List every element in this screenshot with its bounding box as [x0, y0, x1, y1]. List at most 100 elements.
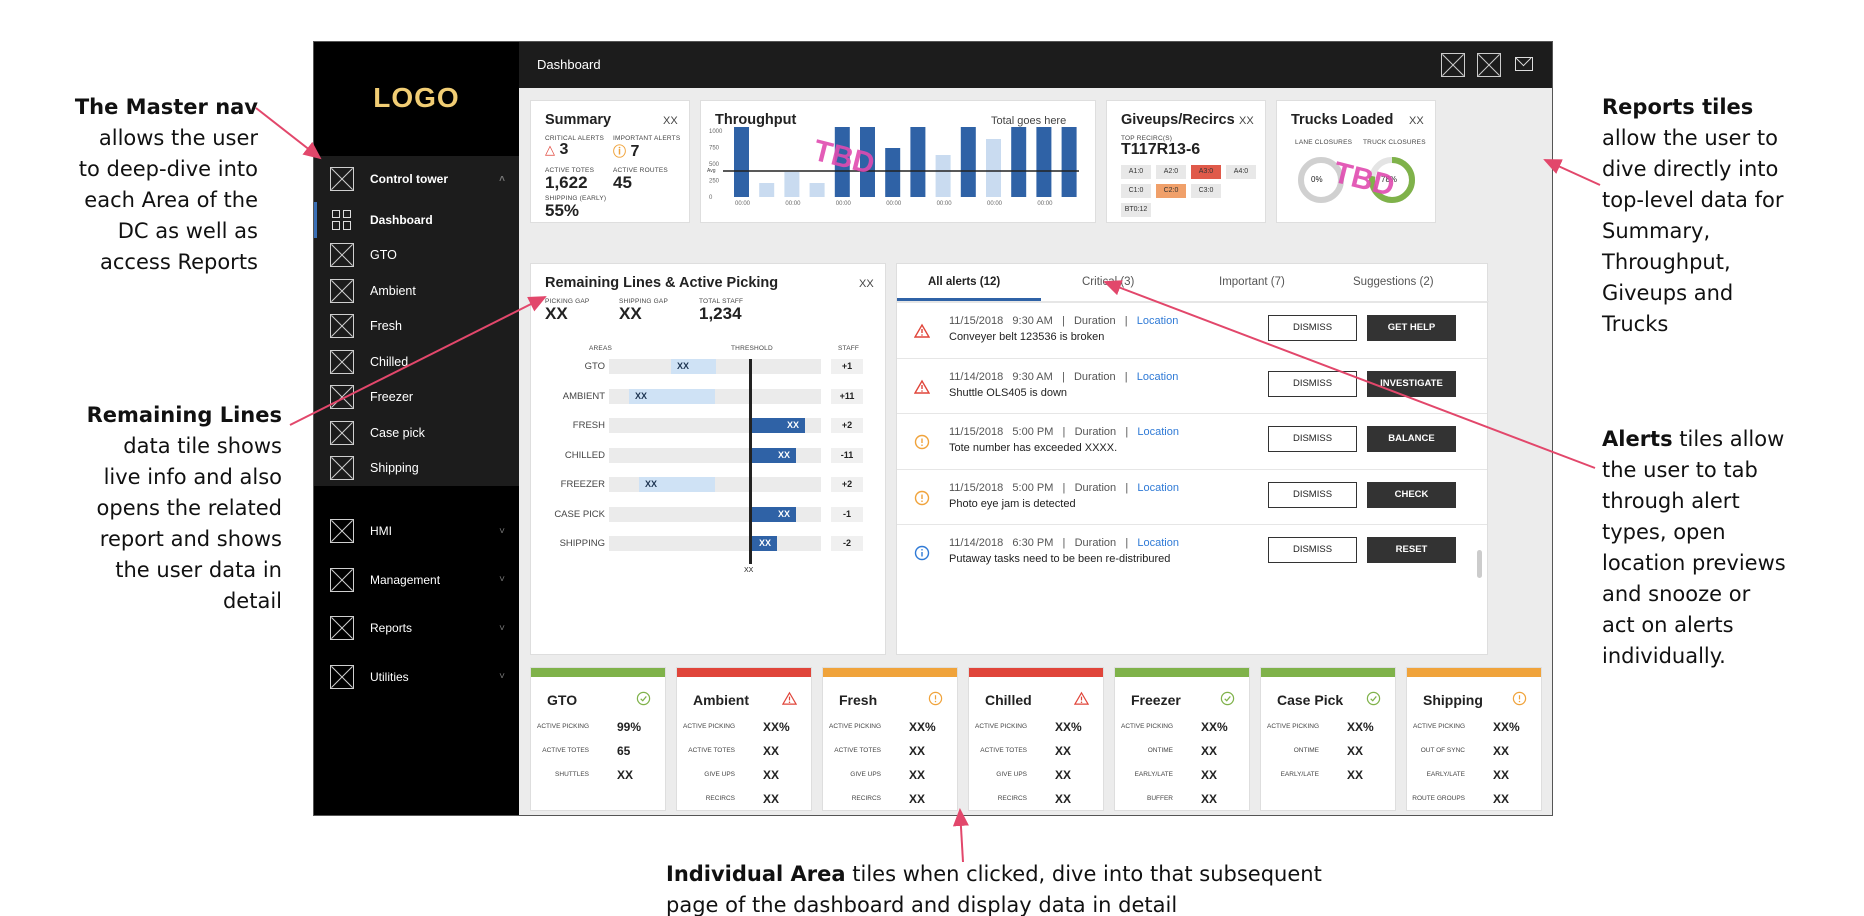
important-alerts-value: ⓘ 7 — [613, 141, 639, 161]
throughput-bar — [1011, 127, 1027, 197]
nav-item-ambient[interactable]: Ambient — [314, 273, 519, 309]
tab-important[interactable]: Important (7) — [1219, 276, 1285, 288]
lane-closures-gauge — [1298, 157, 1344, 203]
metric-label: ACTIVE PICKING — [1412, 723, 1465, 730]
giveups-recircs-tile[interactable]: Giveups/Recircs XX TOP RECIRC(S) T117R13… — [1106, 100, 1266, 223]
annotation-line: opens the related — [96, 496, 282, 520]
closures-gauges — [1298, 157, 1415, 203]
dismiss-button[interactable]: DISMISS — [1268, 370, 1357, 397]
area-tile-gto[interactable]: GTO ACTIVE PICKING 99% ACTIVE TOTES 65 SHUTTL… — [530, 667, 666, 811]
metric-value: XX — [1493, 792, 1510, 806]
area-tile-shipping[interactable]: Shipping ACTIVE PICKING XX% OUT OF SYNC XX EA… — [1406, 667, 1542, 811]
area-tile-case-pick[interactable]: Case Pick ACTIVE PICKING XX% ONTIME XX EARLY/… — [1260, 667, 1396, 811]
area-tile-ambient[interactable]: Ambient ACTIVE PICKING XX% ACTIVE TOTES XX GI… — [676, 667, 812, 811]
recirc-chip[interactable]: A3:0 — [1191, 165, 1221, 179]
dismiss-button[interactable]: DISMISS — [1268, 426, 1357, 452]
nav-item-freezer[interactable]: Freezer — [314, 380, 519, 416]
chevron-down-icon: ˅ — [499, 525, 505, 537]
metric-label: OUT OF SYNC — [1420, 747, 1465, 754]
active-tab-indicator — [897, 298, 1041, 301]
dismiss-button[interactable]: DISMISS — [1268, 537, 1357, 563]
dismiss-button[interactable]: DISMISS — [1268, 481, 1357, 508]
alerts-tile: All alerts (12) Critical (3) Important (… — [896, 263, 1489, 655]
alert-location-link[interactable]: Location — [1136, 315, 1179, 327]
alert-location-link[interactable]: Location — [1137, 481, 1179, 494]
alert-list-scrollbar[interactable] — [1477, 550, 1482, 578]
nav-group-lower: HMI ˅ Management ˅ Reports ˅ Utilities ˅ — [314, 507, 519, 701]
area-label: SHIPPING — [559, 538, 605, 549]
recirc-chip[interactable]: C1:0 — [1121, 184, 1151, 198]
tab-critical[interactable]: Critical (3) — [1082, 276, 1135, 288]
alert-row: 11/14/2018 6:30 PM | Duration | Location… — [897, 524, 1487, 580]
tab-all-alerts[interactable]: All alerts (12) — [928, 276, 1001, 288]
recirc-chip[interactable]: A1:0 — [1121, 165, 1151, 179]
nav-control-tower[interactable]: Control tower ˄ — [314, 156, 519, 202]
giveups-corner-value: XX — [1239, 115, 1254, 127]
recirc-chip[interactable]: A2:0 — [1156, 165, 1186, 179]
nav-utilities[interactable]: Utilities ˅ — [314, 653, 519, 702]
metric-value: XX% — [1347, 720, 1374, 734]
recirc-chip[interactable]: C3:0 — [1191, 184, 1221, 198]
placeholder-icon[interactable] — [1477, 53, 1501, 77]
placeholder-icon[interactable] — [1441, 53, 1465, 77]
dashboard-app: LOGO Control tower ˄ Dashboard GTO Ambie… — [313, 41, 1553, 816]
throughput-bar — [734, 127, 749, 197]
nav-item-dashboard[interactable]: Dashboard — [314, 202, 519, 238]
alert-location-link[interactable]: Location — [1137, 537, 1179, 549]
nav-label: Shipping — [370, 461, 419, 476]
area-tile-fresh[interactable]: Fresh ACTIVE PICKING XX% ACTIVE TOTES XX GIVE… — [822, 667, 958, 811]
annotation-area-tiles-title: Individual Area — [666, 862, 846, 886]
tab-suggestions[interactable]: Suggestions (2) — [1353, 276, 1434, 288]
throughput-tile[interactable]: Throughput Total goes here 0 250 500 750 100… — [700, 100, 1096, 223]
recirc-chip[interactable]: BT0:12 — [1121, 203, 1151, 217]
chevron-down-icon: ˅ — [499, 622, 505, 634]
annotation-line: detail — [222, 589, 282, 613]
nav-label: Case pick — [370, 425, 425, 440]
nav-item-fresh[interactable]: Fresh — [314, 309, 519, 345]
staff-column-header: STAFF — [838, 345, 860, 352]
alert-action-button[interactable]: CHECK — [1367, 481, 1456, 508]
alert-action-button[interactable]: RESET — [1367, 537, 1456, 563]
recirc-chip[interactable]: C2:0 — [1156, 184, 1186, 198]
alert-action-button[interactable]: BALANCE — [1367, 426, 1456, 452]
alert-location-link[interactable]: Location — [1137, 426, 1179, 438]
metric-label: ACTIVE PICKING — [536, 723, 589, 730]
area-tile-chilled[interactable]: Chilled ACTIVE PICKING XX% ACTIVE TOTES XX GI… — [968, 667, 1104, 811]
nav-label: Ambient — [370, 283, 416, 298]
warning-triangle-icon — [1073, 691, 1090, 706]
area-tile-freezer[interactable]: Freezer ACTIVE PICKING XX% ONTIME XX EARLY/LA… — [1114, 667, 1250, 811]
trucks-corner-value: XX — [1409, 115, 1424, 127]
summary-title: Summary — [545, 112, 612, 128]
remaining-lines-tile[interactable]: Remaining Lines & Active Picking XX PICK… — [530, 263, 886, 655]
throughput-title: Throughput — [715, 112, 797, 128]
shipping-gap-label: SHIPPING GAP — [619, 298, 668, 305]
alert-date: 11/15/2018 — [949, 426, 1004, 438]
logo[interactable]: LOGO — [373, 82, 460, 113]
annotation-line: Giveups and — [1602, 281, 1734, 305]
alert-action-button[interactable]: INVESTIGATE — [1367, 370, 1456, 397]
critical-alerts-count: 3 — [559, 141, 569, 158]
nav-reports[interactable]: Reports ˅ — [314, 604, 519, 653]
alert-location-link[interactable]: Location — [1136, 370, 1179, 383]
nav-item-gto[interactable]: GTO — [314, 238, 519, 274]
annotation-line: the user data in — [115, 558, 282, 582]
status-stripe — [677, 668, 811, 677]
annotation-line: Throughput, — [1602, 250, 1731, 274]
summary-tile[interactable]: Summary XX CRITICAL ALERTS △ 3 IMPORTANT… — [530, 100, 690, 223]
nav-label: Control tower — [370, 172, 448, 186]
warning-triangle-icon — [913, 323, 931, 339]
nav-item-chilled[interactable]: Chilled — [314, 344, 519, 380]
chevron-down-icon: ˅ — [499, 574, 505, 586]
nav-item-case-pick[interactable]: Case pick — [314, 415, 519, 451]
recirc-chip[interactable]: A4:0 — [1226, 165, 1256, 179]
shipping-early-label: SHIPPING (EARLY) — [545, 195, 607, 202]
nav-hmi[interactable]: HMI ˅ — [314, 507, 519, 556]
staff-delta: -2 — [831, 536, 863, 551]
trucks-loaded-tile[interactable]: Trucks Loaded XX LANE CLOSURES TRUCK CLO… — [1276, 100, 1436, 223]
nav-management[interactable]: Management ˅ — [314, 556, 519, 605]
alert-action-button[interactable]: GET HELP — [1367, 315, 1456, 341]
mail-icon[interactable] — [1515, 57, 1533, 71]
nav-item-shipping[interactable]: Shipping — [314, 451, 519, 487]
dismiss-button[interactable]: DISMISS — [1268, 315, 1357, 341]
metric-label: EARLY/LATE — [1134, 771, 1173, 778]
